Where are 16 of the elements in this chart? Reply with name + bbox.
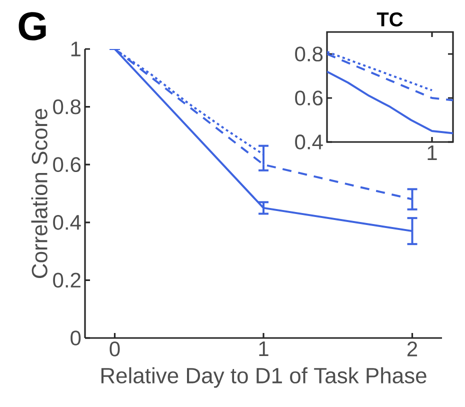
y-tick-label: 0.8 <box>295 46 323 62</box>
text: G <box>18 12 46 40</box>
y-tick-label: 1 <box>71 42 80 56</box>
y-axis-title: Correlation Score <box>31 108 48 278</box>
y-tick-label: 0.4 <box>295 134 323 150</box>
y-tick-label: 0.2 <box>53 272 80 288</box>
y-tick-label: 0 <box>70 330 81 346</box>
y-tick-label: 0.8 <box>53 99 81 114</box>
y-tick-label: 0.4 <box>53 214 81 230</box>
x-tick-label: 2 <box>407 342 418 356</box>
x-axis-title: Relative Day to D1 of Task Phase <box>101 367 426 388</box>
x-tick-label: 1 <box>259 342 268 356</box>
y-tick-label: 0.6 <box>53 157 81 172</box>
y-tick-label: 0.6 <box>295 90 323 106</box>
x-tick-label: 0 <box>110 342 120 356</box>
chart-title: TC <box>376 12 403 26</box>
